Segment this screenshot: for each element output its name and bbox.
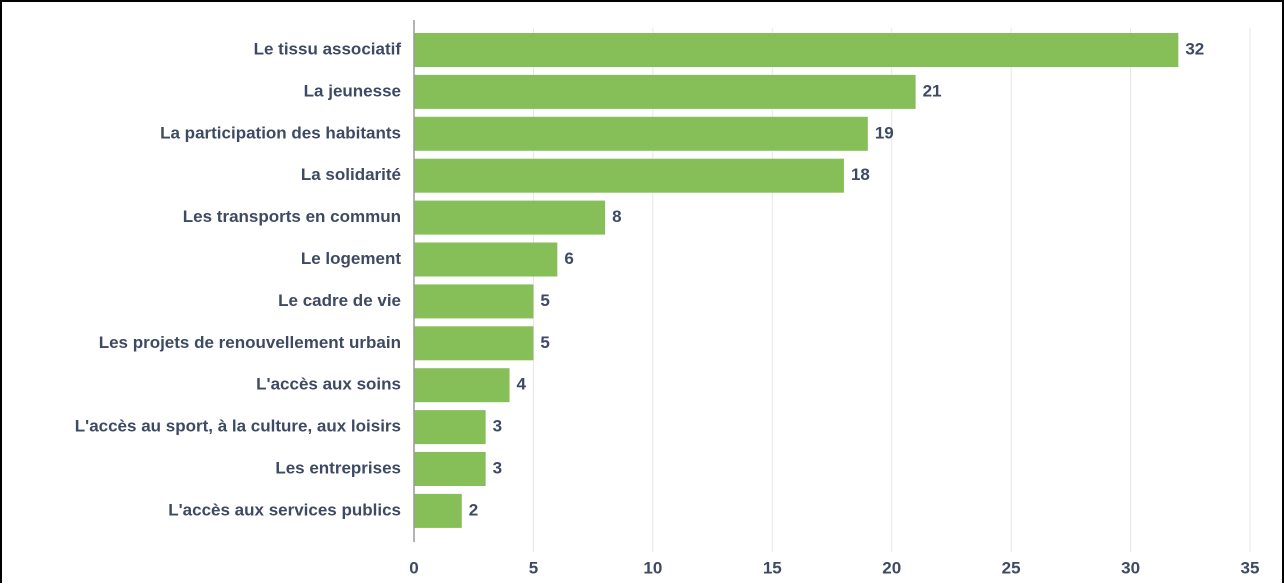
bar [414, 493, 462, 528]
bar [414, 116, 868, 151]
data-label: 8 [612, 207, 621, 226]
category-label: L'accès aux services publics [168, 500, 401, 519]
bar [414, 158, 844, 193]
bar [414, 242, 558, 277]
gridlines [532, 28, 1251, 552]
data-label: 5 [540, 291, 549, 310]
data-label: 3 [493, 417, 502, 436]
x-tick-label: 25 [1002, 558, 1021, 577]
data-label: 2 [469, 500, 478, 519]
category-labels: Le tissu associatif La jeunesse La partici… [75, 39, 402, 519]
category-label: Le tissu associatif [254, 39, 402, 58]
x-tick-label: 5 [529, 558, 538, 577]
category-label: Le cadre de vie [278, 291, 401, 310]
x-tick-label: 30 [1121, 558, 1140, 577]
bar [414, 368, 510, 403]
category-label: L'accès aux soins [256, 375, 401, 394]
bar [414, 284, 534, 319]
category-label: La participation des habitants [160, 123, 401, 142]
category-label: Le logement [301, 249, 401, 268]
bars [414, 33, 1179, 528]
category-label: Les projets de renouvellement urbain [99, 333, 401, 352]
data-label: 3 [493, 458, 502, 477]
data-label: 32 [1185, 39, 1204, 58]
category-label: La solidarité [301, 165, 401, 184]
data-label: 5 [540, 333, 549, 352]
bar [414, 410, 486, 445]
bar [414, 326, 534, 361]
x-tick-label: 0 [409, 558, 418, 577]
category-label: Les transports en commun [183, 207, 401, 226]
bar [414, 33, 1179, 67]
x-tick-label: 10 [643, 558, 662, 577]
bar [414, 452, 486, 486]
data-label: 4 [517, 375, 527, 394]
x-tick-label: 15 [763, 558, 782, 577]
x-tick-labels: 0 5 10 15 20 25 30 35 [409, 558, 1259, 577]
bar [414, 200, 606, 235]
x-tick-label: 20 [882, 558, 901, 577]
category-label: La jeunesse [304, 81, 401, 100]
bar [414, 74, 916, 109]
category-label: Les entreprises [275, 458, 401, 477]
data-label: 6 [564, 249, 573, 268]
x-tick-label: 35 [1241, 558, 1260, 577]
data-label: 21 [923, 81, 942, 100]
data-label: 18 [851, 165, 870, 184]
category-label: L'accès au sport, à la culture, aux lois… [75, 417, 401, 436]
data-label: 19 [875, 123, 894, 142]
